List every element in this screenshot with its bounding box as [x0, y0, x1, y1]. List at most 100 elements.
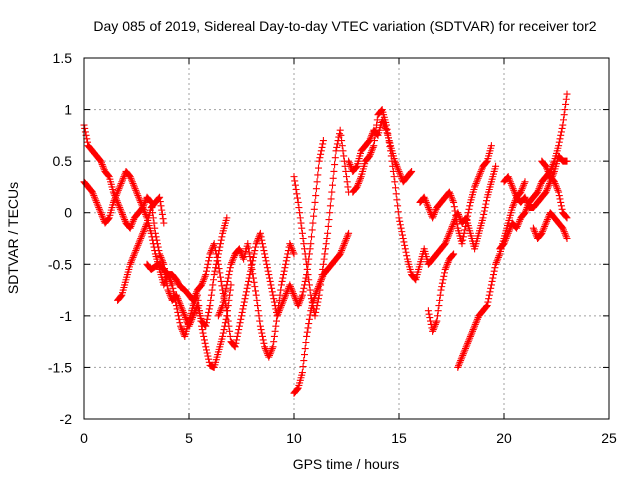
- data-point: [129, 179, 137, 187]
- data-point: [270, 332, 278, 340]
- data-point: [128, 255, 136, 263]
- data-point: [513, 222, 521, 230]
- data-point: [558, 205, 566, 213]
- data-point: [343, 178, 351, 186]
- data-point: [452, 211, 460, 219]
- data-point: [429, 327, 437, 335]
- data-point: [293, 386, 301, 394]
- data-point: [287, 243, 295, 251]
- data-point: [429, 326, 437, 334]
- data-point: [224, 317, 232, 325]
- data-point: [552, 181, 560, 189]
- data-point: [557, 128, 565, 136]
- data-point: [255, 312, 263, 320]
- data-point: [544, 167, 552, 175]
- data-point: [425, 310, 433, 318]
- data-point: [456, 358, 464, 366]
- data-point: [521, 193, 529, 201]
- data-point: [338, 142, 346, 150]
- data-point: [337, 131, 345, 139]
- data-point: [406, 169, 414, 177]
- data-point: [256, 229, 264, 237]
- data-point: [216, 269, 224, 277]
- data-point: [300, 284, 308, 292]
- data-point: [136, 197, 144, 205]
- data-point: [201, 272, 209, 280]
- data-point: [261, 250, 269, 258]
- data-point: [312, 192, 320, 200]
- data-point: [305, 281, 313, 289]
- data-point: [273, 312, 281, 320]
- data-point: [252, 240, 260, 248]
- data-point: [560, 111, 568, 119]
- data-point: [317, 281, 325, 289]
- data-point: [289, 290, 297, 298]
- data-point: [544, 214, 552, 222]
- data-point: [458, 240, 466, 248]
- data-point: [205, 358, 213, 366]
- data-point: [392, 190, 400, 198]
- data-point: [205, 253, 213, 261]
- data-point: [438, 283, 446, 291]
- data-point: [174, 308, 182, 316]
- data-point: [556, 195, 564, 203]
- data-point: [514, 221, 522, 229]
- data-point: [261, 345, 269, 353]
- data-point: [518, 186, 525, 194]
- data-point: [466, 334, 474, 342]
- data-point: [322, 240, 330, 248]
- data-point: [155, 194, 163, 202]
- data-point: [357, 174, 364, 182]
- data-point: [304, 271, 312, 279]
- data-point: [320, 255, 328, 263]
- data-point: [235, 245, 243, 253]
- data-point: [271, 327, 279, 335]
- data-point: [189, 296, 197, 304]
- data-point: [132, 186, 140, 194]
- data-point: [303, 332, 311, 340]
- data-point: [261, 253, 269, 261]
- data-point: [389, 162, 397, 170]
- data-point: [378, 106, 385, 114]
- data-point: [134, 241, 142, 249]
- data-point: [336, 250, 344, 258]
- data-point: [136, 236, 144, 244]
- data-point: [306, 311, 314, 319]
- data-point: [219, 298, 227, 306]
- data-point: [441, 269, 448, 277]
- data-point: [560, 228, 568, 236]
- data-point: [372, 126, 380, 134]
- data-point: [170, 288, 178, 296]
- data-point: [319, 265, 327, 273]
- data-point: [397, 173, 405, 181]
- data-point: [480, 210, 488, 218]
- data-point: [132, 247, 140, 255]
- data-point: [135, 195, 143, 203]
- data-point: [288, 245, 296, 253]
- data-point: [366, 135, 374, 143]
- data-point: [301, 245, 308, 253]
- data-point: [294, 198, 302, 206]
- data-point: [543, 166, 551, 174]
- data-point: [391, 178, 399, 186]
- data-point: [396, 217, 404, 225]
- data-point: [429, 212, 437, 220]
- data-point: [296, 296, 304, 304]
- data-point: [289, 248, 297, 256]
- data-point: [263, 260, 271, 268]
- data-point: [196, 307, 203, 315]
- data-point: [259, 243, 267, 251]
- data-point: [501, 238, 509, 246]
- data-point: [121, 216, 129, 224]
- data-point: [268, 288, 276, 296]
- data-point: [176, 300, 184, 308]
- data-point: [81, 128, 89, 136]
- data-point: [476, 171, 483, 179]
- data-point: [303, 265, 311, 273]
- data-point: [465, 205, 473, 213]
- data-point: [220, 326, 228, 334]
- data-point: [474, 174, 482, 182]
- data-point: [487, 281, 495, 289]
- data-point: [332, 147, 340, 155]
- data-point: [172, 298, 180, 306]
